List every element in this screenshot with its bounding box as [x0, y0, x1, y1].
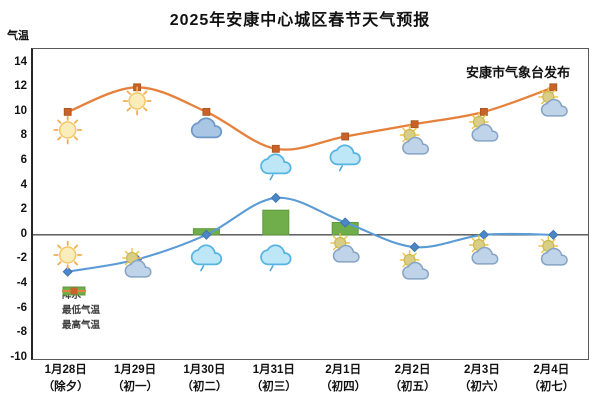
x-label-festival: （初二）	[181, 381, 228, 393]
rain-cloud-icon	[190, 244, 223, 266]
max-temp-swatch-icon	[62, 287, 86, 295]
chart-legend: 降水 最低气温 最高气温	[62, 286, 100, 331]
legend-label-max-temp: 最高气温	[62, 319, 101, 331]
y-tick-label: -6	[16, 301, 27, 314]
cloud-icon	[540, 98, 568, 117]
x-label-festival: （除夕）	[42, 381, 89, 393]
max-temp-line	[67, 86, 554, 151]
x-label-date: 1月28日	[44, 364, 87, 376]
x-label-festival: （初三）	[250, 381, 297, 393]
sun-behind-cloud-icon	[399, 250, 430, 280]
max-temp-marker	[202, 108, 211, 116]
sun-behind-cloud-icon	[538, 236, 568, 266]
y-tick-label: -8	[16, 326, 27, 339]
y-tick-label: 4	[20, 178, 27, 191]
x-axis-label: 2月3日 （初六）	[447, 362, 517, 396]
legend-label-min-temp: 最低气温	[62, 304, 101, 316]
min-temp-marker	[478, 229, 489, 240]
max-temp-marker	[271, 144, 280, 153]
legend-row-min-temp: 最低气温	[62, 286, 101, 316]
x-label-date: 1月29日	[113, 364, 157, 376]
precip-bar	[262, 209, 290, 236]
x-label-date: 2月4日	[533, 364, 570, 376]
raindrop-icon	[338, 165, 343, 172]
sun-behind-cloud-icon	[330, 233, 360, 263]
max-temp-marker	[410, 120, 419, 129]
chart-title: 2025年安康中心城区春节天气预报	[169, 12, 431, 29]
y-tick-label: 12	[14, 80, 27, 93]
rain-cloud-icon	[260, 244, 292, 266]
raindrop-icon	[200, 265, 205, 272]
x-label-date: 2月2日	[394, 364, 431, 376]
chart-canvas	[33, 83, 588, 280]
min-temp-marker	[270, 192, 281, 203]
raindrop-icon	[269, 265, 274, 272]
publisher-label: 安康市气象台发布	[465, 65, 570, 80]
x-label-festival: （初七）	[528, 381, 575, 393]
min-temp-marker	[409, 242, 420, 253]
max-temp-marker	[341, 132, 350, 141]
sun-behind-cloud-icon	[468, 112, 499, 142]
x-axis-label: 1月31日 （初三）	[239, 362, 309, 396]
x-axis-label: 2月4日 （初七）	[516, 362, 586, 396]
sun-icon	[53, 240, 83, 270]
min-temp-line	[67, 196, 554, 273]
plot-area: 安康市气象台发布 降水 最低气温 最高气温	[31, 48, 589, 360]
max-temp-marker	[549, 83, 558, 92]
cloud-icon	[190, 117, 223, 139]
x-label-date: 2月1日	[325, 364, 362, 376]
x-label-festival: （初一）	[112, 381, 159, 393]
x-label-festival: （初四）	[320, 381, 367, 393]
rain-cloud-icon	[329, 144, 361, 166]
y-tick-label: -4	[16, 276, 27, 289]
sun-behind-cloud-icon	[399, 125, 430, 155]
x-axis-label: 1月29日 （初一）	[100, 362, 170, 396]
x-label-date: 2月3日	[464, 364, 500, 376]
sun-behind-cloud-icon	[122, 248, 152, 278]
min-temp-marker	[62, 266, 73, 277]
y-tick-label: -2	[16, 252, 27, 265]
y-tick-label: 8	[20, 129, 27, 142]
cloud-icon	[402, 136, 430, 155]
y-axis-title: 气温	[7, 30, 29, 42]
x-label-date: 1月31日	[252, 364, 295, 376]
cloud-icon	[124, 259, 152, 278]
x-axis-label: 1月28日 （除夕）	[31, 362, 101, 396]
cloud-icon	[471, 123, 499, 142]
max-temp-marker	[63, 108, 72, 116]
legend-row-max-temp: 最高气温	[62, 287, 101, 331]
cloud-icon	[332, 244, 360, 263]
x-label-festival: （初六）	[458, 381, 505, 393]
x-label-date: 1月30日	[183, 364, 226, 376]
sun-behind-cloud-icon	[468, 235, 499, 265]
sun-icon	[122, 86, 152, 116]
cloud-icon	[471, 246, 499, 265]
y-tick-label: 2	[20, 203, 27, 216]
sun-behind-cloud-icon	[538, 87, 568, 117]
rain-cloud-icon	[260, 153, 292, 175]
min-temp-marker	[340, 217, 351, 228]
min-temp-marker	[201, 229, 212, 240]
y-tick-label: 14	[14, 55, 27, 68]
y-tick-label: 0	[20, 227, 27, 240]
sun-icon	[53, 115, 83, 145]
x-axis-label: 2月1日 （初四）	[308, 362, 378, 396]
y-tick-label: 10	[14, 104, 27, 117]
x-label-festival: （初五）	[389, 381, 436, 393]
y-tick-label: 6	[20, 154, 27, 167]
min-temp-marker	[548, 229, 559, 240]
cloud-icon	[402, 261, 430, 280]
x-axis-label: 2月2日 （初五）	[378, 362, 448, 396]
cloud-icon	[540, 247, 568, 266]
x-axis-label: 1月30日 （初二）	[169, 362, 239, 396]
raindrop-icon	[269, 174, 274, 181]
max-temp-marker	[479, 108, 488, 116]
y-tick-label: -10	[10, 350, 27, 363]
